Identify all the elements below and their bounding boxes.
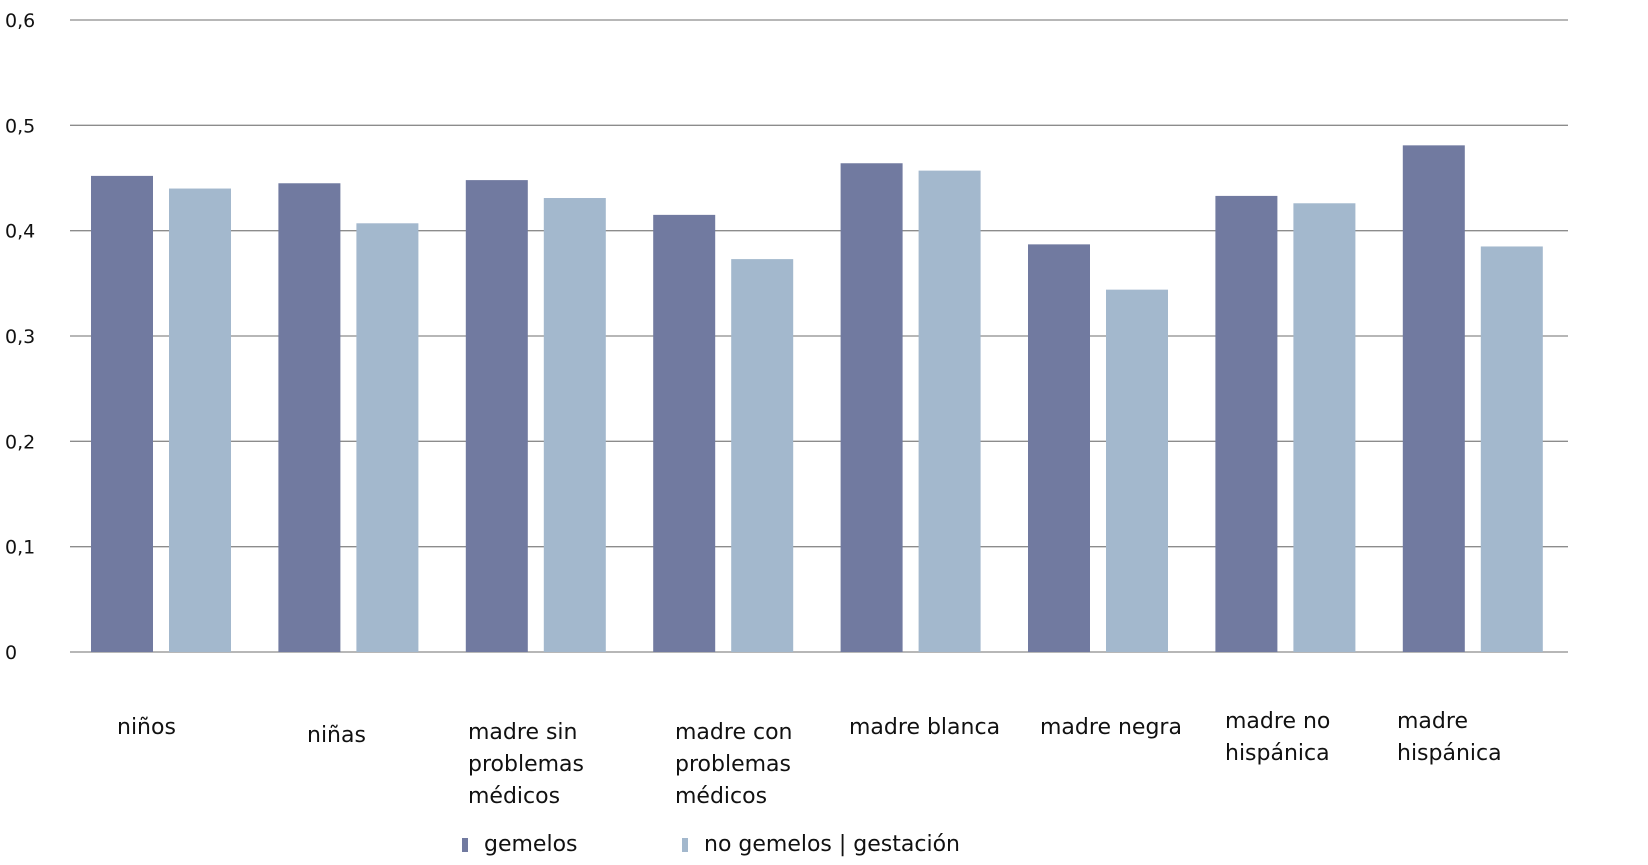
y-tick-label: 0,5 <box>5 115 35 137</box>
legend-label-no-gemelos: no gemelos | gestación <box>704 832 960 857</box>
category-label-ninas: niñas <box>307 723 366 748</box>
y-tick-label: 0,2 <box>5 431 35 453</box>
y-axis: 0 0,1 0,2 0,3 0,4 0,5 0,6 <box>5 10 35 664</box>
category-label-madre-negra: madre negra <box>1040 715 1182 740</box>
y-tick-label: 0,4 <box>5 221 35 243</box>
bar-no-gemelos-6 <box>1293 203 1356 652</box>
bar-no-gemelos-1 <box>356 223 419 652</box>
y-tick-label: 0,6 <box>5 10 35 32</box>
category-label-madre-blanca: madre blanca <box>849 715 1001 740</box>
category-label-madre-con-problemas: madre con problemas médicos <box>675 720 793 809</box>
bar-no-gemelos-7 <box>1480 246 1543 652</box>
bar-gemelos-6 <box>1215 195 1278 652</box>
y-tick-label: 0,3 <box>5 326 35 348</box>
bar-gemelos-4 <box>840 163 903 652</box>
category-label-madre-hispanica: madre hispánica <box>1397 709 1502 766</box>
bar-no-gemelos-4 <box>918 170 981 653</box>
legend-item-gemelos: gemelos <box>462 832 578 857</box>
legend-label-gemelos: gemelos <box>484 832 578 857</box>
bar-gemelos-5 <box>1028 244 1090 653</box>
bar-gemelos-2 <box>465 180 528 652</box>
bar-no-gemelos-3 <box>731 259 794 652</box>
bars <box>91 145 1543 653</box>
bar-no-gemelos-0 <box>169 188 231 653</box>
bar-gemelos-0 <box>91 175 153 653</box>
category-label-ninos: niños <box>117 715 176 740</box>
category-label-madre-sin-problemas: madre sin problemas médicos <box>468 720 584 809</box>
y-tick-label: 0 <box>5 642 17 664</box>
bar-gemelos-1 <box>278 183 341 652</box>
y-tick-label: 0,1 <box>5 537 35 559</box>
bar-no-gemelos-5 <box>1106 289 1168 652</box>
bar-gemelos-3 <box>653 214 716 652</box>
legend-item-no-gemelos: no gemelos | gestación <box>682 832 960 857</box>
category-label-madre-no-hispanica: madre no hispánica <box>1225 709 1331 766</box>
legend-swatch-no-gemelos <box>682 837 688 852</box>
legend-swatch-gemelos <box>462 837 468 852</box>
bar-gemelos-7 <box>1402 145 1465 652</box>
bar-no-gemelos-2 <box>543 198 606 652</box>
